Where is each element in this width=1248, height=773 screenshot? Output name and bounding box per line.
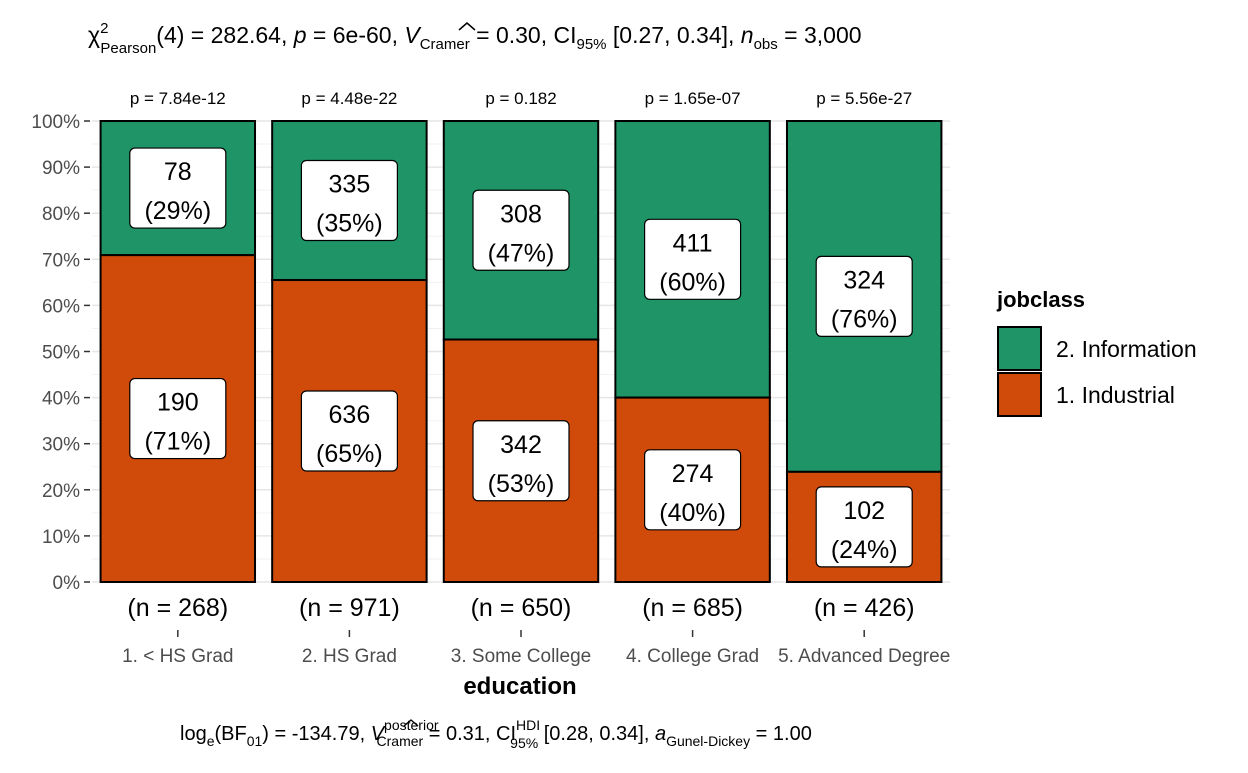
chart-caption: loge(BF01) = -134.79, Vposterior Cramer =…	[180, 717, 812, 751]
data-label-percent: (24%)	[831, 536, 898, 564]
n-label: (n = 971)	[299, 594, 400, 622]
p-value-label: p = 7.84e-12	[130, 89, 226, 108]
y-axis: 0% 10% 20% 30% 40% 50% 60% 70% 80% 90% 100%	[31, 112, 90, 594]
legend-title: jobclass	[996, 287, 1085, 312]
data-label-percent: (35%)	[316, 210, 383, 238]
data-label: 78 (29%)	[129, 147, 227, 229]
y-tick-label: 40%	[42, 389, 80, 410]
data-label-count: 411	[673, 229, 713, 257]
data-label-count: 335	[329, 171, 371, 199]
data-label-percent: (40%)	[659, 499, 726, 527]
data-label-percent: (47%)	[488, 239, 555, 267]
n-label: (n = 650)	[471, 594, 572, 622]
y-tick-label: 30%	[42, 435, 80, 456]
y-tick-label: 80%	[42, 204, 80, 225]
data-label-percent: (60%)	[659, 268, 726, 296]
data-label-count: 78	[164, 158, 192, 186]
legend-swatch	[997, 372, 1042, 417]
y-tick-label: 10%	[42, 527, 80, 548]
y-tick-label: 70%	[42, 250, 80, 271]
p-value-labels: p = 7.84e-12 p = 4.48e-22 p = 0.182 p = 1.6…	[130, 89, 912, 108]
data-label: 274 (40%)	[643, 449, 742, 531]
legend-item: 1. Industrial	[997, 372, 1175, 417]
data-label: 411 (60%)	[643, 218, 742, 300]
data-label-count: 102	[843, 497, 885, 525]
bar-labels: 190(71%)78(29%)636(65%)335(35%)342(53%)3…	[129, 147, 913, 568]
chart-subtitle: χ2 Pearson(4) = 282.64, p = 6e-60, VCrame…	[88, 20, 862, 57]
data-label-count: 324	[843, 266, 885, 294]
y-tick-label: 90%	[42, 158, 80, 179]
p-value-label: p = 5.56e-27	[816, 89, 912, 108]
y-tick-label: 20%	[42, 481, 80, 502]
p-value-label: p = 1.65e-07	[645, 89, 741, 108]
x-tick-label: 1. < HS Grad	[122, 646, 233, 667]
data-label-percent: (76%)	[831, 305, 898, 333]
subtitle-hat	[458, 22, 476, 31]
data-label: 636 (65%)	[300, 390, 398, 472]
data-label-count: 636	[329, 401, 371, 429]
data-label-percent: (71%)	[144, 428, 211, 456]
data-label-count: 190	[157, 389, 199, 417]
data-label-box	[300, 159, 398, 242]
y-tick-label: 0%	[53, 573, 81, 594]
data-label-box	[129, 147, 227, 229]
data-label-box	[472, 420, 570, 502]
x-axis: (n = 268) 1. < HS Grad (n = 971) 2. HS Grad…	[122, 594, 950, 667]
p-value-label: p = 4.48e-22	[301, 89, 397, 108]
data-label: 335 (35%)	[300, 159, 398, 242]
legend-item: 2. Information	[997, 326, 1197, 371]
y-tick-label: 100%	[31, 112, 80, 133]
legend: jobclass 2. Information 1. Industrial	[996, 287, 1197, 417]
data-label-box	[815, 255, 913, 338]
x-tick-label: 2. HS Grad	[302, 646, 397, 667]
data-label-count: 342	[500, 431, 542, 459]
x-tick-label: 4. College Grad	[626, 646, 759, 667]
bar-industrial	[99, 254, 257, 583]
n-label: (n = 426)	[814, 594, 915, 622]
caption-hat	[403, 719, 419, 727]
n-label: (n = 685)	[642, 594, 743, 622]
data-label: 342 (53%)	[472, 420, 570, 502]
x-axis-title: education	[463, 673, 576, 700]
data-label-percent: (53%)	[488, 470, 555, 498]
x-tick-label: 5. Advanced Degree	[778, 646, 950, 667]
data-label-box	[472, 189, 570, 271]
data-label-box	[643, 449, 742, 531]
data-label-count: 308	[500, 200, 542, 228]
p-value-label: p = 0.182	[485, 89, 556, 108]
n-label: (n = 268)	[127, 594, 228, 622]
legend-swatch	[997, 326, 1042, 371]
data-label: 190 (71%)	[129, 377, 227, 460]
x-tick-label: 3. Some College	[451, 646, 591, 667]
data-label-percent: (65%)	[316, 440, 383, 468]
legend-label: 1. Industrial	[1056, 382, 1175, 408]
data-label: 324 (76%)	[815, 255, 913, 338]
data-label-box	[643, 218, 742, 300]
y-tick-label: 50%	[42, 343, 80, 364]
data-label: 102 (24%)	[815, 486, 913, 568]
data-label-box	[300, 390, 398, 472]
data-label-count: 274	[672, 460, 714, 488]
legend-label: 2. Information	[1056, 336, 1197, 362]
data-label-box	[815, 486, 913, 568]
data-label-box	[129, 377, 227, 460]
data-label: 308 (47%)	[472, 189, 570, 271]
data-label-percent: (29%)	[144, 197, 211, 225]
y-tick-label: 60%	[42, 296, 80, 317]
